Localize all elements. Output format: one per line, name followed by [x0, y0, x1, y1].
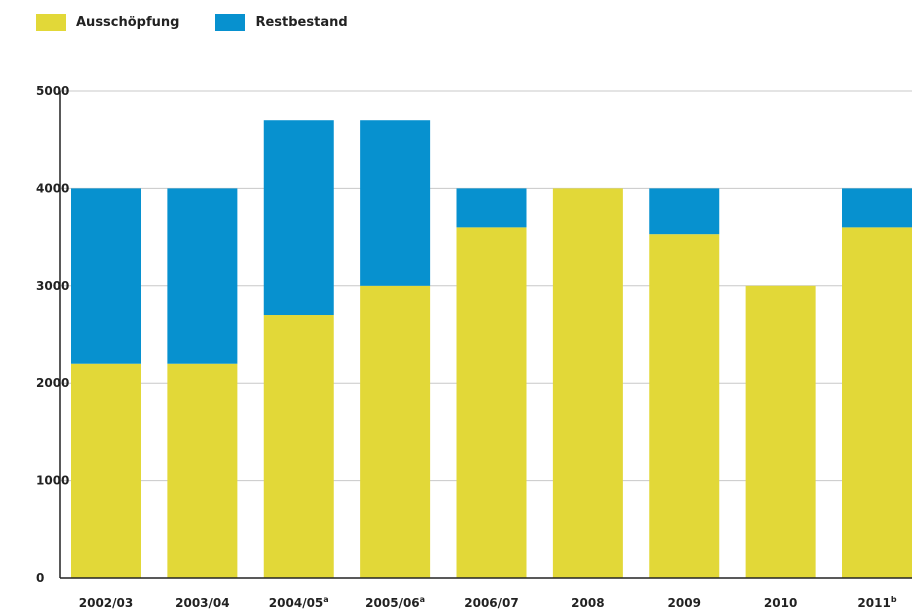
bar-ausschoepfung-8: [842, 227, 912, 579]
x-category-label-2: 2004/05a: [269, 595, 329, 610]
y-tick-label-4000: 4000: [36, 181, 69, 195]
bar-restbestand-8: [842, 188, 912, 228]
bar-restbestand-0: [71, 188, 141, 364]
legend-item-restbestand: Restbestand: [215, 14, 348, 31]
bar-restbestand-3: [360, 120, 431, 286]
y-tick-label-3000: 3000: [36, 279, 69, 293]
x-category-label-6: 2009: [668, 596, 701, 610]
legend-item-ausschoepfung: Ausschöpfung: [36, 14, 179, 31]
bar-ausschoepfung-6: [649, 234, 720, 579]
bar-restbestand-1: [167, 188, 238, 364]
bar-restbestand-2: [263, 120, 334, 316]
bar-restbestand-6: [649, 188, 720, 235]
x-category-label-7: 2010: [764, 596, 797, 610]
bar-ausschoepfung-3: [360, 285, 431, 578]
bar-restbestand-4: [456, 188, 527, 228]
y-tick-label-1000: 1000: [36, 474, 69, 488]
bar-ausschoepfung-7: [745, 285, 816, 578]
y-axis-ticks: 0 1000 2000 3000 4000 5000: [36, 84, 69, 585]
x-category-label-5: 2008: [571, 596, 604, 610]
x-category-label-0: 2002/03: [79, 596, 133, 610]
bar-ausschoepfung-2: [263, 315, 334, 578]
y-tick-label-0: 0: [36, 571, 44, 585]
x-category-label-1: 2003/04: [175, 596, 229, 610]
y-tick-label-2000: 2000: [36, 376, 69, 390]
legend: Ausschöpfung Restbestand: [36, 14, 348, 31]
x-category-label-4: 2006/07: [464, 596, 518, 610]
bar-ausschoepfung-4: [456, 227, 527, 579]
x-axis-categories: 2002/03 2003/04 2004/05a 2005/06a 2006/07 200…: [79, 595, 897, 610]
bar-ausschoepfung-0: [71, 363, 141, 578]
legend-label-ausschoepfung: Ausschöpfung: [76, 15, 180, 30]
legend-swatch-restbestand: [215, 14, 246, 31]
x-category-label-8: 2011b: [857, 595, 896, 610]
legend-swatch-ausschoepfung: [36, 14, 66, 31]
y-tick-label-5000: 5000: [36, 84, 69, 98]
bar-ausschoepfung-5: [552, 188, 623, 578]
legend-label-restbestand: Restbestand: [255, 15, 348, 30]
bar-ausschoepfung-1: [167, 363, 238, 578]
x-category-label-3: 2005/06a: [365, 595, 425, 610]
bars: [71, 120, 912, 579]
